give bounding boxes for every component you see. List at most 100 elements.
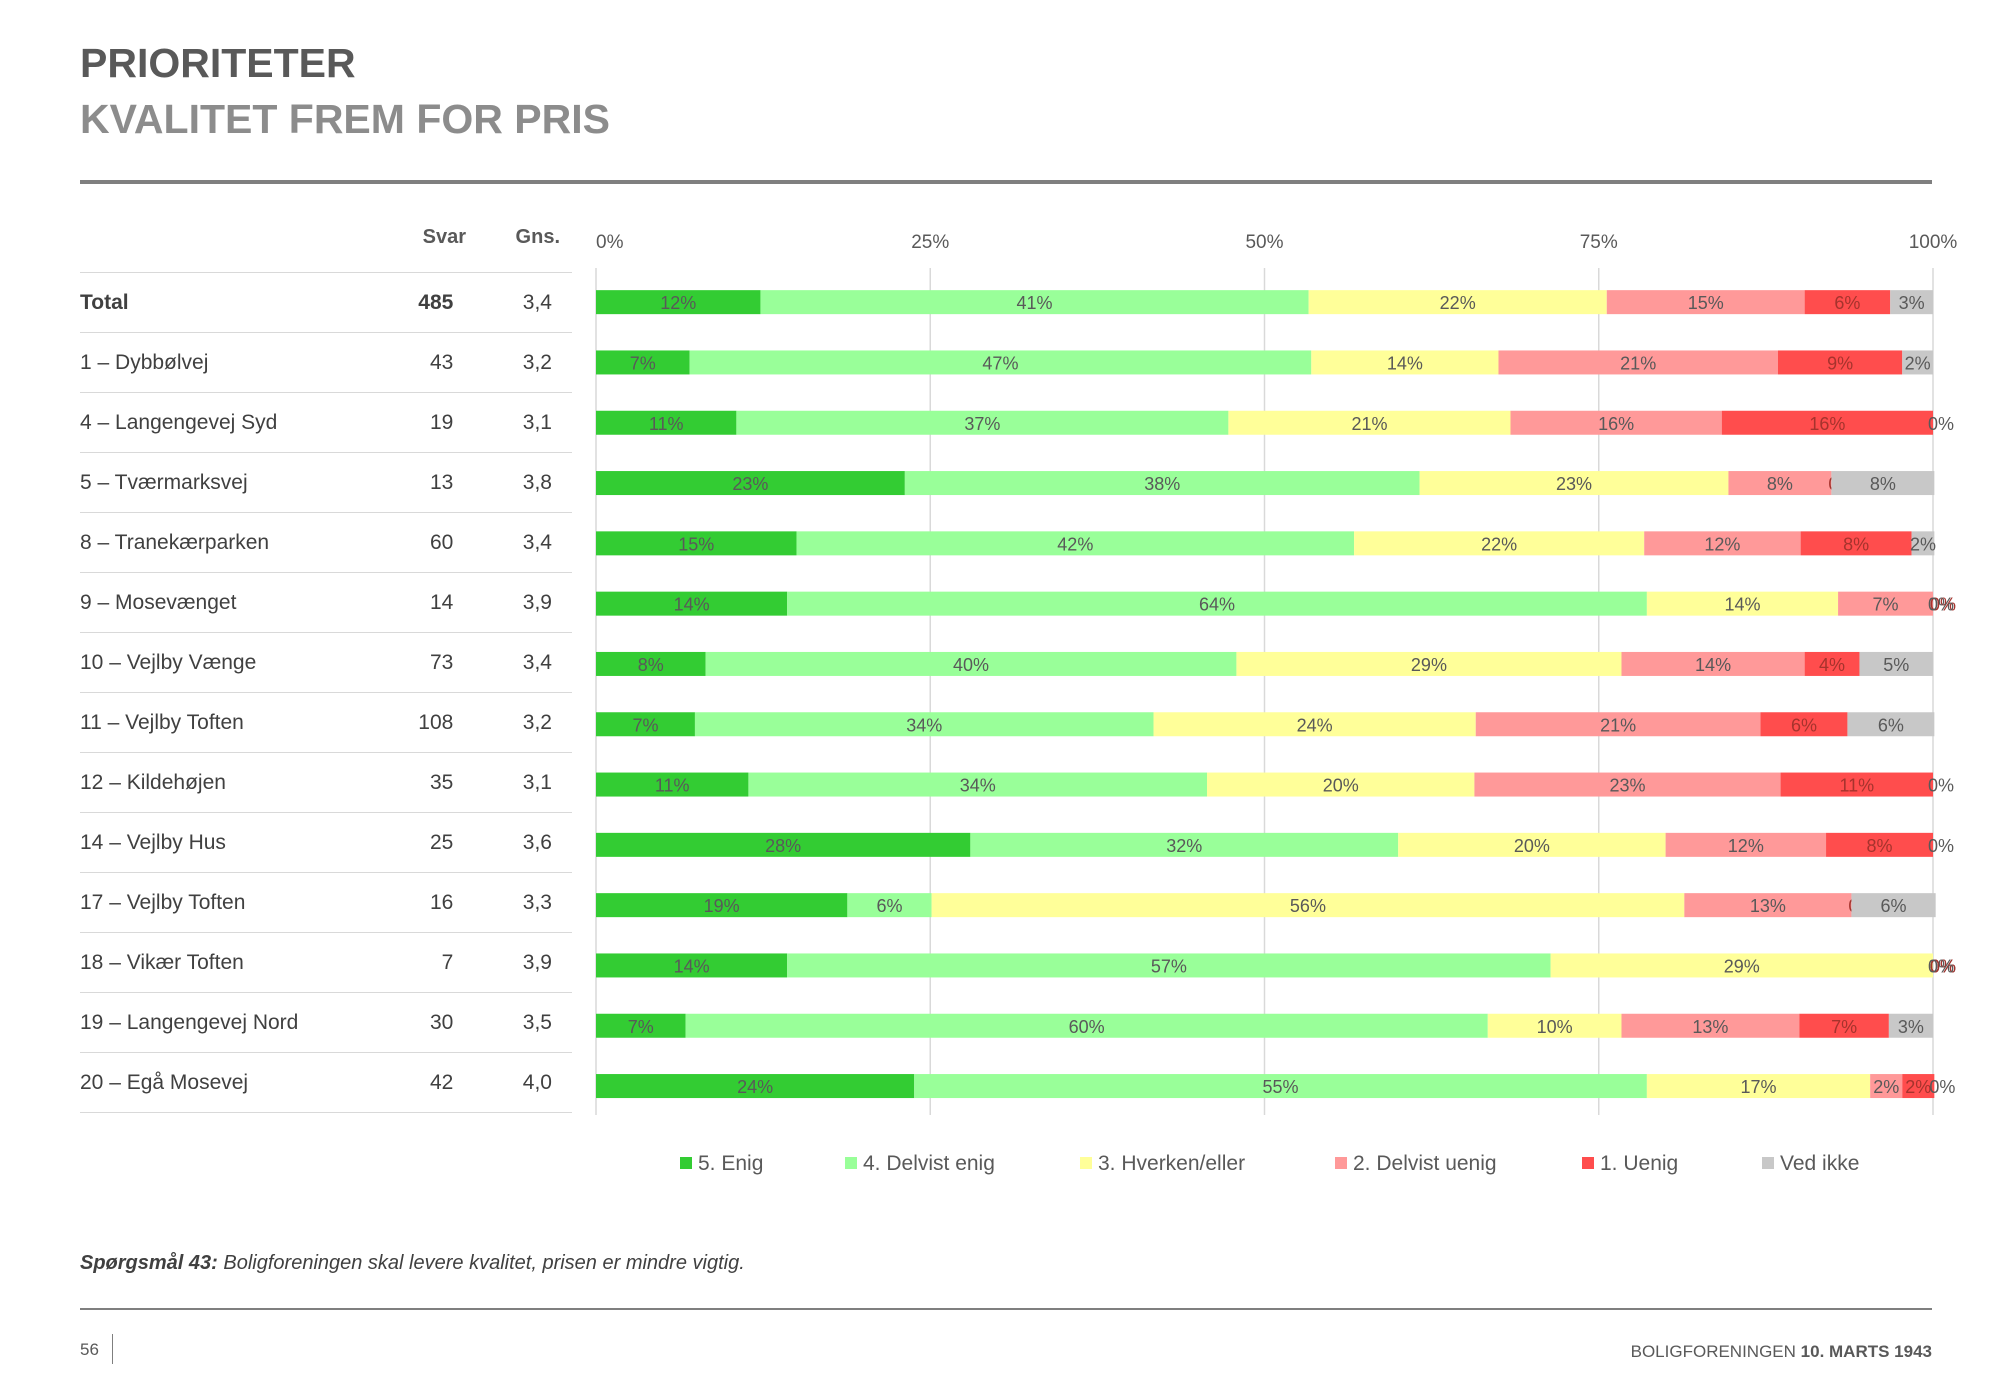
bar-data-label: 6% <box>1834 293 1860 313</box>
row-svar: 73 <box>429 650 454 674</box>
bar-data-label: 14% <box>674 956 710 976</box>
row-svar: 108 <box>418 710 454 734</box>
row-gns: 3,8 <box>522 470 552 494</box>
bar-data-label: 22% <box>1440 293 1476 313</box>
bar-segment <box>689 350 1312 375</box>
bar-data-label: 14% <box>1695 655 1731 675</box>
bar-data-label: 0% <box>1930 956 1956 976</box>
bar-segment <box>596 591 788 616</box>
bar-segment <box>748 772 1208 797</box>
table-row: 9 – Mosevænget 14 3,9 <box>80 572 572 633</box>
row-gns: 3,1 <box>522 410 552 434</box>
bar-segment <box>760 290 1309 315</box>
bar-data-label: 24% <box>1297 715 1333 735</box>
bar-segment <box>1498 350 1778 375</box>
bar-data-label: 11% <box>655 776 690 796</box>
row-svar: 30 <box>429 1010 454 1034</box>
bar-data-label: 7% <box>1831 1017 1857 1037</box>
bar-data-label: 23% <box>1556 474 1592 494</box>
bar-segment <box>1859 651 1933 676</box>
bar-segment <box>1510 410 1722 435</box>
bar-data-label: 47% <box>982 353 1018 373</box>
bar-data-label: 23% <box>732 474 768 494</box>
column-header-svar: Svar <box>422 226 466 248</box>
bar-data-label: 7% <box>632 715 658 735</box>
bar-data-label: 34% <box>906 715 942 735</box>
table-row: 14 – Vejlby Hus 25 3,6 <box>80 812 572 873</box>
bar-data-label: 40% <box>953 655 989 675</box>
bar-segment <box>970 832 1399 857</box>
bar-segment <box>685 1013 1488 1038</box>
bar-data-label: 15% <box>1688 293 1724 313</box>
footer-org: BOLIGFORENINGEN <box>1630 1342 1801 1361</box>
bar-data-label: 2% <box>1905 353 1931 373</box>
row-name: 12 – Kildehøjen <box>80 770 226 794</box>
bar-data-label: 41% <box>1017 293 1053 313</box>
x-tick-label: 75% <box>1580 232 1618 253</box>
row-name: 19 – Langengevej Nord <box>80 1010 299 1034</box>
bar-segment <box>596 1013 686 1038</box>
table-row: 12 – Kildehøjen 35 3,1 <box>80 752 572 813</box>
bar-data-label: 20% <box>1323 776 1359 796</box>
bar-data-label: 55% <box>1263 1077 1299 1097</box>
table-row: 10 – Vejlby Vænge 73 3,4 <box>80 632 572 693</box>
bar-segment <box>1804 651 1860 676</box>
bar-data-label: 13% <box>1692 1017 1728 1037</box>
legend-swatch <box>1080 1157 1092 1169</box>
bar-segment <box>1911 531 1935 556</box>
bar-segment <box>596 953 788 978</box>
bar-segment <box>1550 953 1933 978</box>
bar-segment <box>694 712 1154 737</box>
row-svar: 19 <box>429 410 454 434</box>
row-svar: 16 <box>429 890 454 914</box>
footer-divider <box>80 1308 1932 1310</box>
bar-data-label: 16% <box>1809 414 1845 434</box>
table-row: 11 – Vejlby Toften 108 3,2 <box>80 692 572 753</box>
table-row: Total 485 3,4 <box>80 272 572 333</box>
bar-data-label: 28% <box>765 836 801 856</box>
bar-data-label: 8% <box>1867 836 1893 856</box>
bar-data-label: 0% <box>1928 776 1954 796</box>
bar-segment <box>1902 1074 1935 1099</box>
table-row: 4 – Langengevej Syd 19 3,1 <box>80 392 572 453</box>
legend-label: 1. Uenig <box>1600 1152 1679 1175</box>
row-gns: 3,4 <box>522 530 552 554</box>
bar-data-label: 21% <box>1620 353 1656 373</box>
bar-segment <box>1760 712 1848 737</box>
row-svar: 13 <box>429 470 454 494</box>
bar-data-label: 11% <box>649 414 684 434</box>
bar-data-label: 7% <box>628 1017 654 1037</box>
bar-segment <box>1228 410 1511 435</box>
row-gns: 4,0 <box>522 1070 552 1094</box>
page-number: 56 <box>80 1340 99 1359</box>
bar-segment <box>1890 290 1933 315</box>
bar-data-label: 7% <box>1873 595 1899 615</box>
bar-segment <box>1870 1074 1903 1099</box>
row-gns: 3,3 <box>522 890 552 914</box>
row-gns: 3,9 <box>522 590 552 614</box>
legend-swatch <box>1762 1157 1774 1169</box>
bar-segment <box>1621 651 1805 676</box>
bar-data-label: 57% <box>1151 956 1187 976</box>
bar-segment <box>1888 1013 1933 1038</box>
legend-swatch <box>845 1157 857 1169</box>
bar-data-label: 14% <box>1724 595 1760 615</box>
table-row: 18 – Vikær Toften 7 3,9 <box>80 932 572 993</box>
row-svar: 60 <box>429 530 454 554</box>
bar-segment <box>1804 290 1891 315</box>
bar-data-label: 0% <box>1928 414 1954 434</box>
bar-segment <box>1308 290 1607 315</box>
legend-label: Ved ikke <box>1780 1152 1860 1175</box>
bar-data-label: 8% <box>1767 474 1793 494</box>
bar-data-label: 37% <box>964 414 1000 434</box>
bar-data-label: 32% <box>1166 836 1202 856</box>
bar-data-label: 24% <box>737 1077 773 1097</box>
bar-data-label: 8% <box>1870 474 1896 494</box>
bar-segment <box>1838 591 1933 616</box>
legend-label: 2. Delvist uenig <box>1353 1152 1497 1175</box>
bar-segment <box>1153 712 1476 737</box>
bar-data-label: 5% <box>1883 655 1909 675</box>
bar-data-label: 3% <box>1899 293 1925 313</box>
bar-data-label: 3% <box>1898 1017 1924 1037</box>
page-number-separator <box>112 1334 113 1364</box>
